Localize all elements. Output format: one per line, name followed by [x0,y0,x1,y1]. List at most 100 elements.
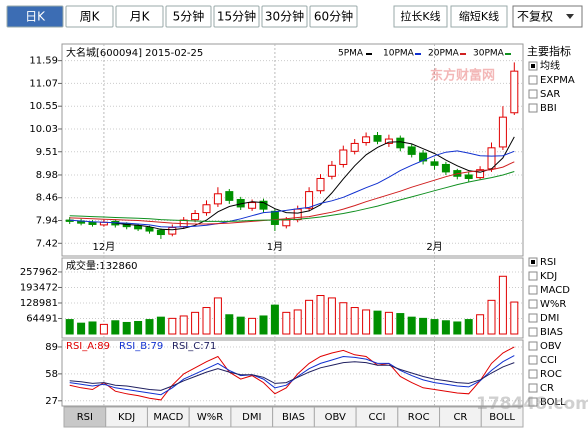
tab-label[interactable]: DMI [242,412,261,423]
checkbox[interactable] [528,369,538,379]
indicator-option[interactable]: CR [540,383,554,394]
line-series [115,136,515,231]
volume-bar [487,299,496,335]
tab-label[interactable]: ROC [408,412,430,423]
checkbox[interactable] [528,299,538,309]
tab-label[interactable]: MACD [153,412,183,423]
period-button[interactable] [65,5,114,28]
period-button[interactable] [115,5,164,28]
tab-label[interactable]: CR [453,412,467,423]
period-button[interactable] [261,5,308,28]
action-button[interactable] [450,5,508,28]
volume-bar [453,321,462,335]
indicator-option[interactable]: BBI [540,103,557,114]
indicator-option[interactable]: CCI [540,355,557,366]
candle-body [202,204,211,214]
period-button[interactable] [165,5,212,28]
candle-body [384,138,393,144]
checkbox[interactable] [528,383,538,393]
indicator-option[interactable]: BOLL [540,397,566,408]
indicator-option[interactable]: MACD [540,285,570,296]
y-tick-label: 7.94 [36,216,58,227]
adjust-select[interactable] [512,5,583,28]
legend-label: RSI_A:89 [66,341,110,352]
period-label[interactable]: 周K [80,10,101,24]
candle-body [270,210,279,225]
period-button[interactable] [309,5,358,28]
checkbox-mark [531,64,535,68]
indicator-option[interactable]: EXPMA [540,75,575,86]
adjust-label[interactable]: 不复权 [517,10,553,24]
volume-bar [77,322,86,335]
tab-label[interactable]: BOLL [489,412,515,423]
y-tick-label: 10.55 [29,101,58,112]
volume-bar [179,315,188,335]
period-label[interactable]: 60分钟 [314,9,353,24]
legend-label: 10PMA [383,49,415,59]
tab-label[interactable]: KDJ [118,412,135,423]
period-button[interactable] [213,5,260,28]
volume-bar [168,317,177,335]
tab-label[interactable]: W%R [197,412,223,423]
checkbox[interactable] [528,313,538,323]
candle-body [282,219,291,227]
period-label[interactable]: 5分钟 [173,9,205,24]
checkbox[interactable] [528,355,538,365]
checkbox[interactable] [528,89,538,99]
volume-bar [464,319,473,335]
chart-title: 大名城[600094] 2015-02-25 [66,46,203,59]
checkbox[interactable] [528,75,538,85]
tab-label[interactable]: OBV [325,412,346,423]
action-button[interactable] [393,5,448,28]
indicator-option[interactable]: ROC [540,369,562,380]
indicator-option[interactable]: RSI [540,257,556,268]
checkbox[interactable] [528,103,538,113]
indicator-option[interactable]: BIAS [540,327,563,338]
candle-body [487,147,496,170]
indicator-option[interactable]: W%R [540,299,566,310]
y-tick-label: 193472 [20,282,58,293]
checkbox[interactable] [528,285,538,295]
candle-body [430,161,439,166]
checkbox[interactable] [528,397,538,407]
volume-bar [476,314,485,335]
volume-bar [122,321,131,335]
y-tick-label: 9.51 [36,147,58,158]
volume-bar [441,320,450,335]
indicator-option[interactable]: DMI [540,313,559,324]
indicator-option[interactable]: SAR [540,89,560,100]
volume-bar [111,320,120,335]
candle-body [498,116,507,148]
period-label[interactable]: 日K [25,10,46,24]
legend-label: 20PMA [428,49,460,59]
indicator-option[interactable]: OBV [540,341,561,352]
indicator-option[interactable]: KDJ [540,271,557,282]
indicator-title: 主要指标 [527,44,571,58]
tab-label[interactable]: BIAS [282,412,305,423]
period-label[interactable]: 月K [130,10,151,24]
x-tick-label: 12月 [93,241,116,253]
checkbox[interactable] [528,327,538,337]
volume-bar [88,321,97,335]
candle-body [316,177,325,192]
checkbox[interactable] [528,271,538,281]
action-label[interactable]: 缩短K线 [459,9,499,23]
tab-label[interactable]: CCI [368,412,385,423]
line-series [69,355,515,396]
line-series [69,171,515,222]
indicator-tab[interactable] [480,406,524,428]
y-tick-label: 8.46 [36,193,58,204]
y-tick-label: 128981 [20,298,58,309]
checkbox[interactable] [528,341,538,351]
period-button[interactable] [6,5,64,28]
volume-bar [99,323,108,335]
indicator-option[interactable]: 均线 [540,59,560,72]
volume-bar [191,311,200,335]
legend-label: RSI_C:71 [172,341,216,352]
candle-body [407,146,416,155]
period-label[interactable]: 15分钟 [217,9,256,24]
period-label[interactable]: 30分钟 [265,9,304,24]
action-label[interactable]: 拉长K线 [400,9,440,23]
tab-label[interactable]: RSI [77,412,93,423]
candle-body [191,213,200,221]
